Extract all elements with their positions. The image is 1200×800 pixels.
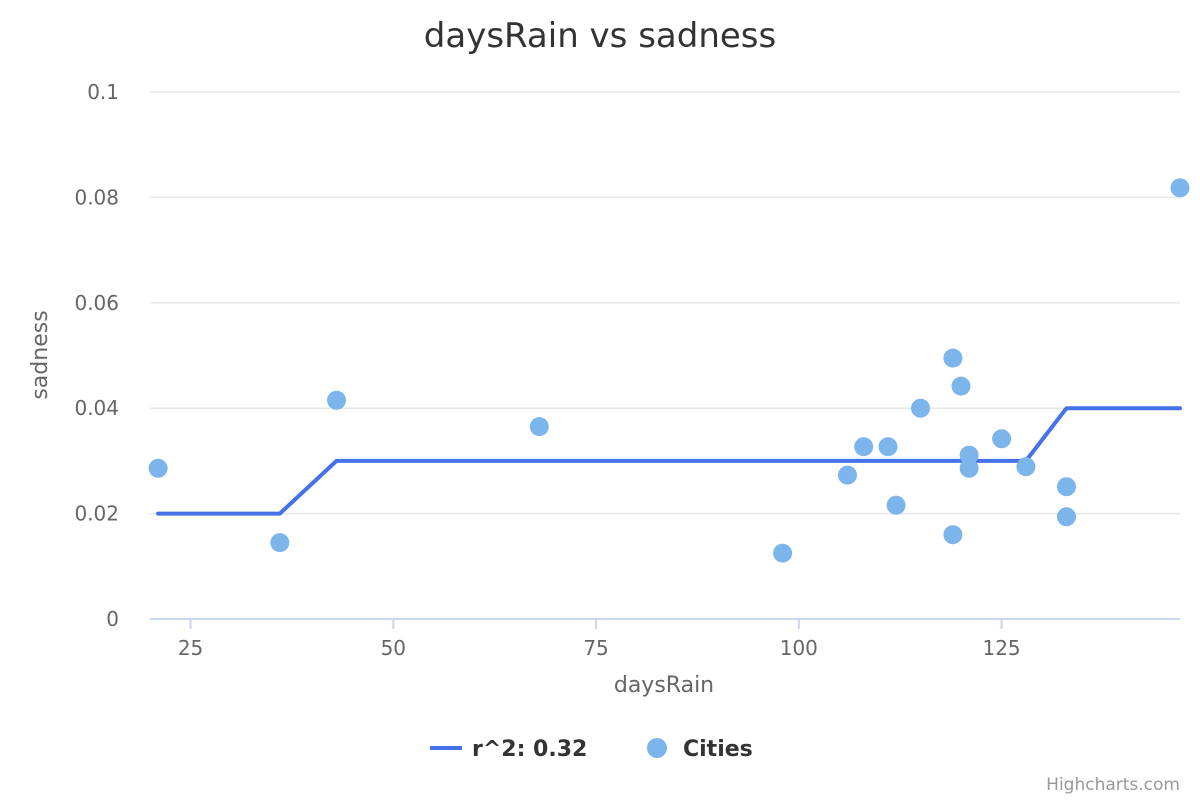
scatter-point[interactable] bbox=[943, 525, 963, 545]
legend-item-regression[interactable]: r^2: 0.32 bbox=[430, 737, 587, 762]
y-axis-ticks: 0 0.02 0.04 0.06 0.08 0.1 bbox=[74, 80, 119, 631]
y-tick-label: 0 bbox=[106, 607, 119, 631]
credits-link[interactable]: Highcharts.com bbox=[1046, 775, 1180, 795]
y-axis-title: sadness bbox=[28, 310, 53, 399]
scatter-point[interactable] bbox=[1057, 507, 1076, 527]
legend-label-cities: Cities bbox=[683, 737, 753, 762]
scatter-point[interactable] bbox=[886, 495, 906, 515]
plot-area bbox=[148, 178, 1190, 563]
scatter-point[interactable] bbox=[878, 437, 898, 457]
legend-item-cities[interactable]: Cities bbox=[647, 737, 753, 762]
y-tick-label: 0.04 bbox=[74, 396, 119, 420]
scatter-point[interactable] bbox=[1170, 178, 1190, 198]
legend-dot-symbol bbox=[647, 738, 667, 758]
scatter-point[interactable] bbox=[911, 398, 930, 418]
y-tick-label: 0.08 bbox=[74, 185, 119, 209]
x-axis-title: daysRain bbox=[614, 673, 714, 698]
x-axis-ticks: 25 50 75 100 125 bbox=[178, 619, 1021, 660]
scatter-point[interactable] bbox=[854, 437, 874, 457]
grid-lines bbox=[150, 91, 1180, 515]
x-tick-label: 100 bbox=[780, 636, 818, 660]
scatter-point[interactable] bbox=[1057, 477, 1076, 497]
x-tick-label: 50 bbox=[381, 636, 406, 660]
scatter-point[interactable] bbox=[327, 390, 346, 410]
scatter-point[interactable] bbox=[529, 417, 549, 437]
scatter-point[interactable] bbox=[270, 533, 290, 553]
scatter-point[interactable] bbox=[959, 445, 979, 465]
x-tick-label: 75 bbox=[583, 636, 608, 660]
scatter-point[interactable] bbox=[951, 376, 971, 396]
legend-label-regression: r^2: 0.32 bbox=[472, 737, 587, 762]
scatter-point[interactable] bbox=[992, 429, 1012, 449]
legend: r^2: 0.32 Cities bbox=[430, 737, 753, 762]
scatter-point[interactable] bbox=[773, 543, 793, 563]
y-tick-label: 0.1 bbox=[87, 80, 119, 104]
chart-title: daysRain vs sadness bbox=[424, 16, 776, 56]
scatter-point[interactable] bbox=[943, 348, 963, 368]
scatter-point[interactable] bbox=[148, 458, 168, 478]
y-tick-label: 0.06 bbox=[74, 291, 119, 315]
x-tick-label: 25 bbox=[178, 636, 203, 660]
scatter-point[interactable] bbox=[838, 465, 857, 485]
scatter-point[interactable] bbox=[1016, 457, 1036, 477]
y-tick-label: 0.02 bbox=[74, 502, 119, 526]
x-tick-label: 125 bbox=[982, 636, 1020, 660]
scatter-point[interactable] bbox=[959, 458, 979, 478]
regression-line[interactable] bbox=[156, 406, 1182, 516]
